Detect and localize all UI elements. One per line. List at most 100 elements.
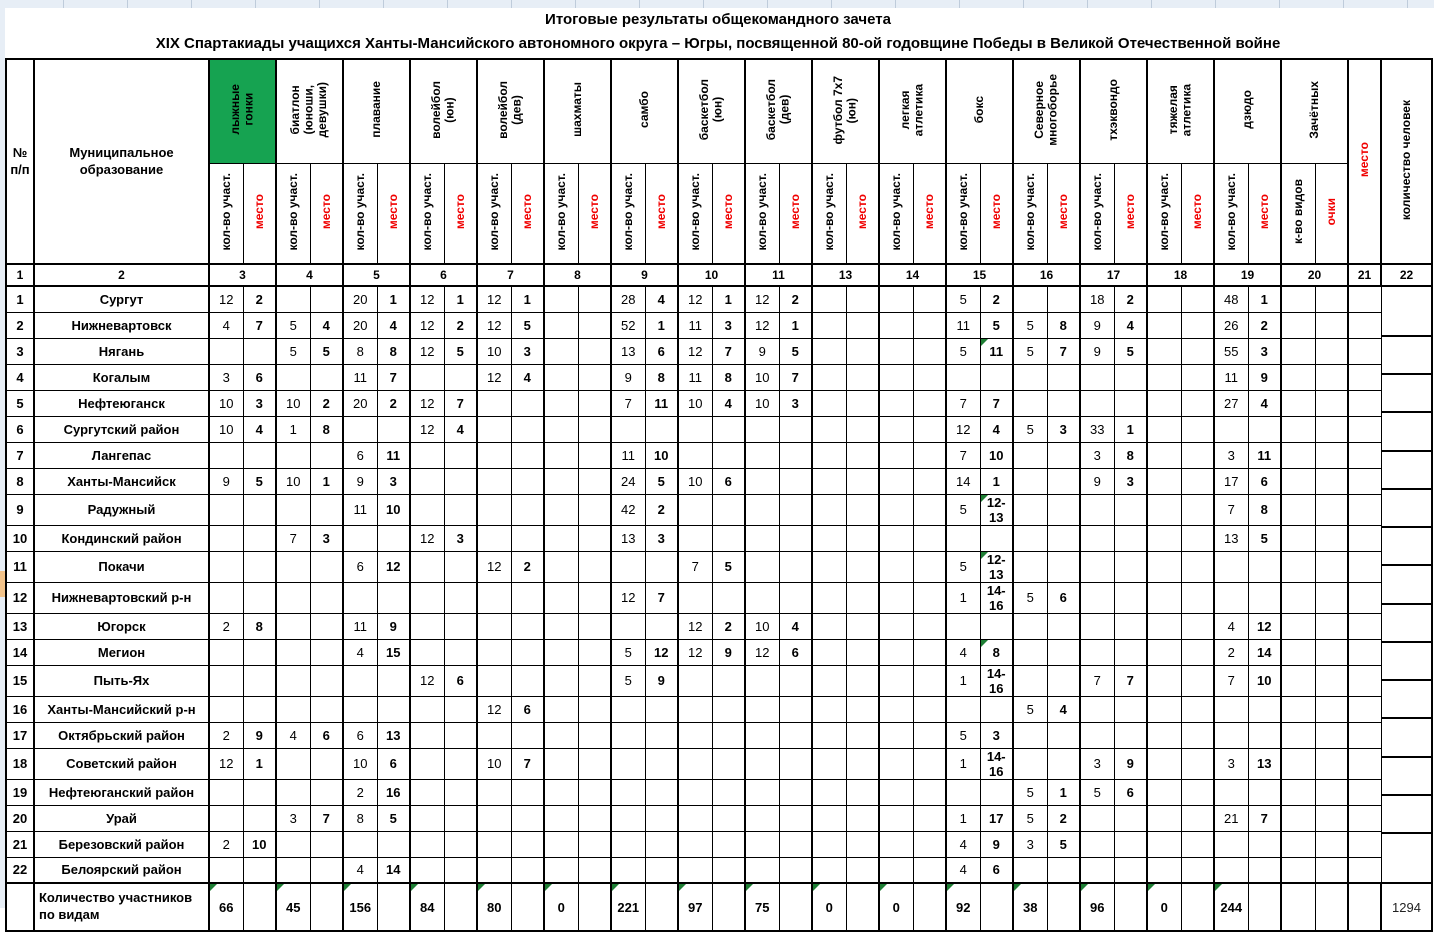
place-cell[interactable] [510,493,545,526]
place-cell[interactable] [778,747,813,780]
place-cell[interactable] [443,493,478,526]
totals-place-cell[interactable] [376,882,411,932]
qty-cell[interactable] [275,285,311,313]
place-cell[interactable] [1180,856,1215,884]
row-number-cell[interactable]: 2 [5,311,35,339]
place-cell[interactable]: 1 [1247,285,1282,313]
qty-cell[interactable]: 9 [1079,337,1115,365]
place-cell[interactable]: 6 [711,467,746,495]
qty-cell[interactable]: 27 [1213,389,1249,417]
column-number[interactable]: 21 [1347,263,1382,287]
qty-cell[interactable] [744,804,780,832]
place-total-cell[interactable] [1347,389,1382,417]
qty-cell[interactable] [1146,747,1182,780]
row-number-cell[interactable]: 6 [5,415,35,443]
qty-cell[interactable] [878,285,914,313]
place-cell[interactable] [443,778,478,806]
qty-cell[interactable] [275,856,311,884]
qty-cell[interactable] [409,778,445,806]
qty-sublabel[interactable]: кол-во участ. [811,162,847,265]
place-cell[interactable]: 14 [376,856,411,884]
qty-cell[interactable]: 12 [476,363,512,391]
place-cell[interactable] [912,285,947,313]
place-cell[interactable]: 8 [1113,441,1148,469]
place-total-cell[interactable] [1347,441,1382,469]
qty-cell[interactable] [342,581,378,614]
place-sublabel[interactable]: место [309,162,344,265]
qty-cell[interactable] [677,441,713,469]
place-cell[interactable] [845,363,880,391]
place-cell[interactable]: 8 [1046,311,1081,339]
place-cell[interactable]: 4 [1247,389,1282,417]
qty-cell[interactable] [1213,721,1249,749]
qty-cell[interactable]: 5 [945,550,981,583]
zachet-points-cell[interactable] [1314,778,1349,806]
row-number-cell[interactable]: 7 [5,441,35,469]
place-cell[interactable] [711,581,746,614]
place-cell[interactable] [644,778,679,806]
place-cell[interactable] [577,638,612,666]
place-cell[interactable]: 4 [309,311,344,339]
qty-cell[interactable] [543,441,579,469]
qty-cell[interactable]: 5 [275,311,311,339]
place-cell[interactable] [711,524,746,552]
place-cell[interactable] [1180,550,1215,583]
place-cell[interactable] [845,311,880,339]
qty-cell[interactable] [1012,638,1048,666]
qty-cell[interactable]: 1 [275,415,311,443]
qty-cell[interactable] [1146,612,1182,640]
qty-cell[interactable]: 3 [1213,441,1249,469]
sport-name-header[interactable]: волейбол (дев) [476,58,545,164]
place-sublabel[interactable]: место [778,162,813,265]
qty-sublabel[interactable]: кол-во участ. [275,162,311,265]
place-total-cell[interactable] [1347,285,1382,313]
zachet-kinds-cell[interactable] [1280,524,1316,552]
place-cell[interactable] [242,524,277,552]
qty-cell[interactable] [1079,581,1115,614]
qty-cell[interactable] [878,363,914,391]
qty-cell[interactable]: 20 [342,389,378,417]
zachet-kinds-cell[interactable] [1280,389,1316,417]
place-cell[interactable] [845,581,880,614]
qty-cell[interactable] [878,550,914,583]
qty-cell[interactable]: 12 [677,612,713,640]
qty-cell[interactable] [275,550,311,583]
zachet-points-cell[interactable] [1314,612,1349,640]
totals-qty-cell[interactable]: 80 [476,882,512,932]
qty-cell[interactable] [275,830,311,858]
qty-cell[interactable] [476,638,512,666]
totals-qty-cell[interactable]: 221 [610,882,646,932]
qty-cell[interactable] [878,778,914,806]
row-number-cell[interactable]: 17 [5,721,35,749]
sport-name-header[interactable]: дзюдо [1213,58,1282,164]
qty-cell[interactable] [476,415,512,443]
qty-cell[interactable] [1146,441,1182,469]
qty-cell[interactable] [1079,550,1115,583]
qty-cell[interactable] [610,804,646,832]
qty-sublabel[interactable]: кол-во участ. [744,162,780,265]
place-cell[interactable] [711,664,746,697]
qty-cell[interactable] [811,311,847,339]
zachet-points-cell[interactable] [1314,389,1349,417]
place-cell[interactable]: 10 [376,493,411,526]
place-cell[interactable] [711,493,746,526]
qty-cell[interactable]: 3 [1079,747,1115,780]
qty-cell[interactable] [744,747,780,780]
totals-place-cell[interactable] [510,882,545,932]
place-cell[interactable]: 1 [979,467,1014,495]
qty-cell[interactable] [878,612,914,640]
place-cell[interactable] [711,695,746,723]
column-number[interactable]: 1 [5,263,35,287]
qty-cell[interactable]: 48 [1213,285,1249,313]
column-number[interactable]: 22 [1380,263,1433,287]
place-cell[interactable]: 6 [1046,581,1081,614]
place-cell[interactable] [912,311,947,339]
column-number[interactable]: 16 [1012,263,1081,287]
place-cell[interactable] [1180,467,1215,495]
totals-place-cell[interactable] [1247,882,1282,932]
qty-cell[interactable] [811,747,847,780]
place-cell[interactable]: 7 [443,389,478,417]
totals-place-cell[interactable] [1180,882,1215,932]
qty-cell[interactable] [476,664,512,697]
qty-cell[interactable] [677,856,713,884]
